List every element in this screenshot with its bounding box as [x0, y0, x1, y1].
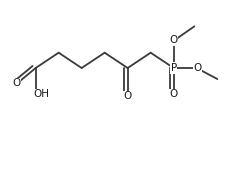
Text: O: O [123, 91, 131, 101]
Text: OH: OH [33, 89, 49, 99]
Text: O: O [12, 78, 20, 88]
Text: O: O [193, 63, 201, 73]
Text: O: O [169, 35, 177, 45]
Text: P: P [170, 63, 176, 73]
Text: O: O [169, 89, 177, 99]
